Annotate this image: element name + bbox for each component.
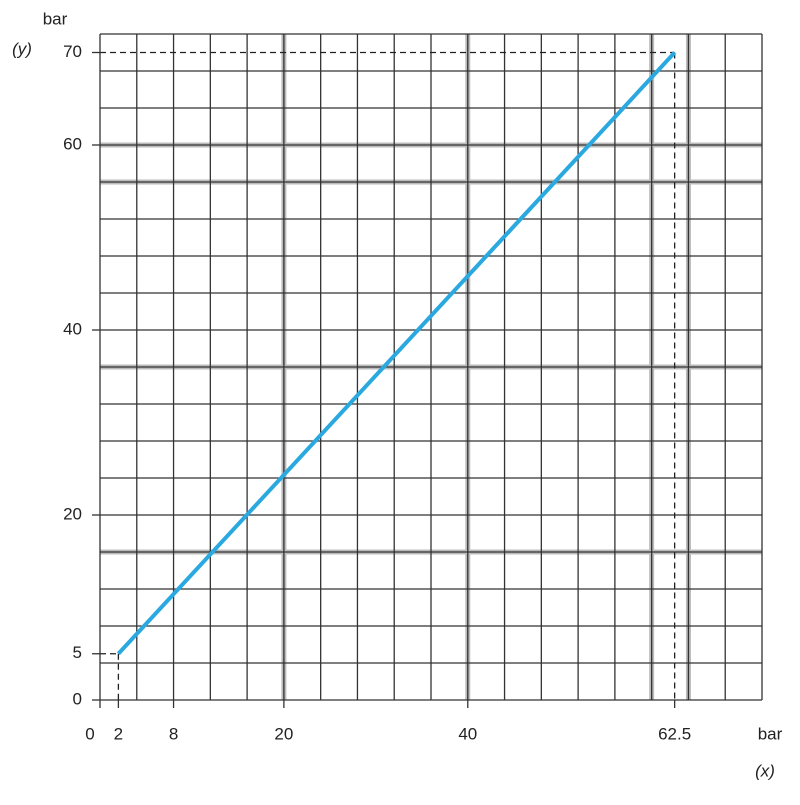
x-tick-label: 8 <box>169 724 178 743</box>
y-tick-label: 20 <box>63 504 82 523</box>
y-tick-label: 60 <box>63 134 82 153</box>
y-tick-label: 40 <box>63 319 82 338</box>
x-tick-label: 0 <box>85 724 94 743</box>
y-axis-symbol: (y) <box>12 39 32 58</box>
x-axis-label: bar <box>758 724 783 743</box>
y-axis-label: bar <box>43 9 68 28</box>
x-axis-symbol: (x) <box>755 761 775 780</box>
x-tick-label: 20 <box>274 724 293 743</box>
x-tick-label: 62.5 <box>658 724 691 743</box>
y-tick-label: 0 <box>73 689 82 708</box>
y-tick-label: 5 <box>73 643 82 662</box>
x-tick-label: 40 <box>458 724 477 743</box>
data-line <box>116 51 677 656</box>
y-tick-label: 70 <box>63 42 82 61</box>
x-tick-label: 2 <box>114 724 123 743</box>
